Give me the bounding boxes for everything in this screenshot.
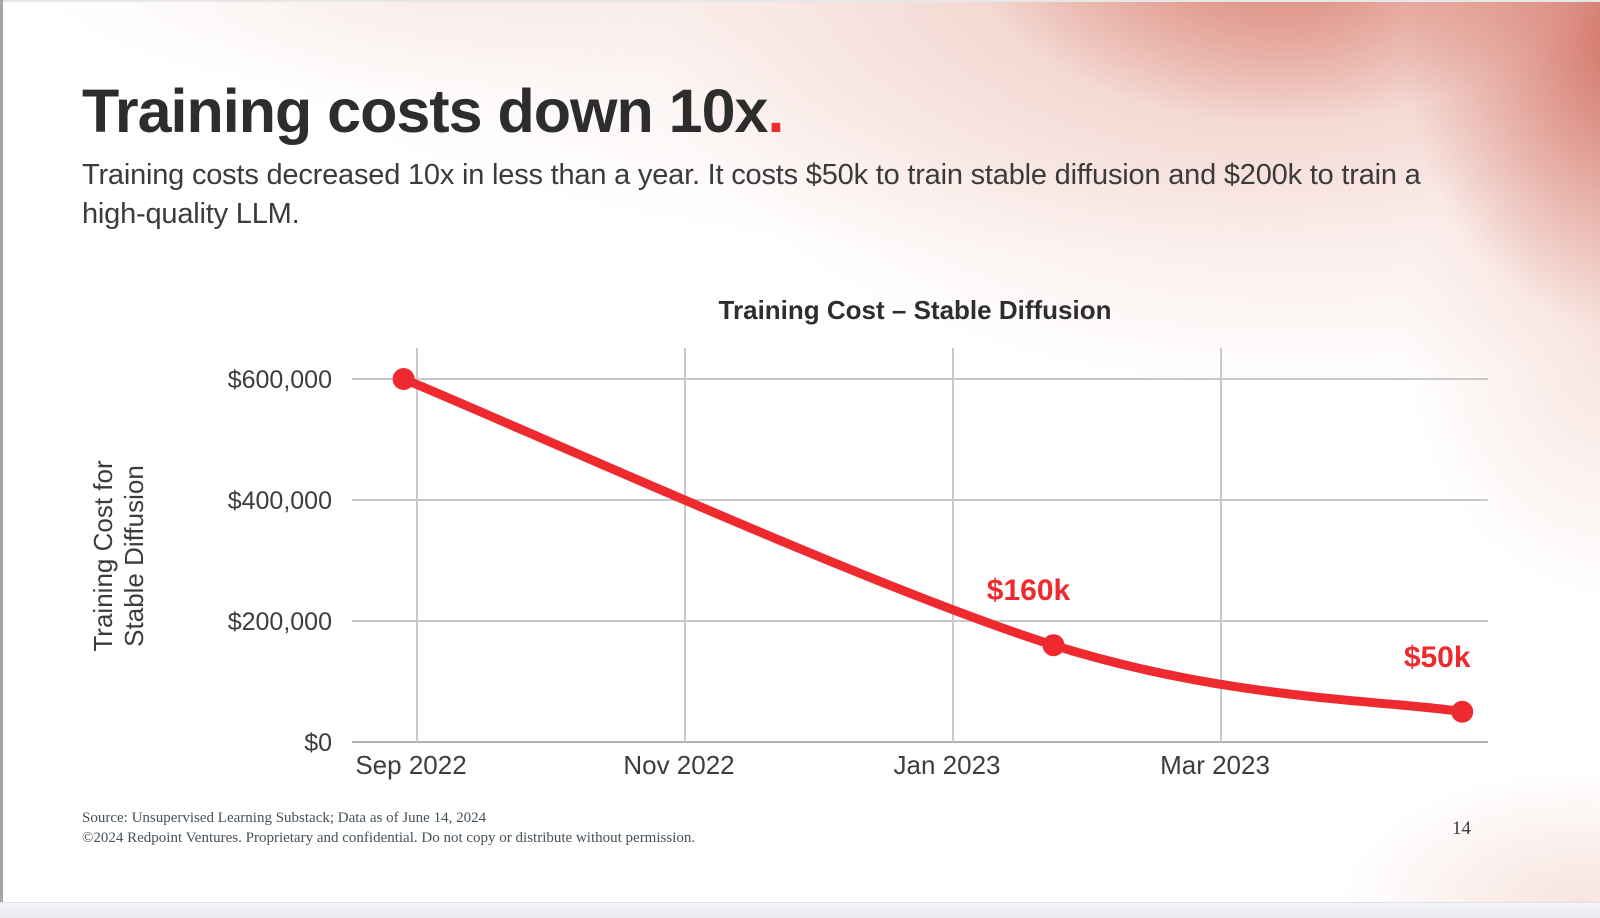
x-tick-label: Nov 2022 xyxy=(623,750,734,780)
y-axis-title: Training Cost for Stable Diffusion xyxy=(88,460,150,651)
footer-source-line: Source: Unsupervised Learning Substack; … xyxy=(82,810,487,826)
y-tick-label: $200,000 xyxy=(228,608,332,636)
data-point-label: $50k xyxy=(1404,641,1471,674)
x-tick-label: Jan 2023 xyxy=(894,750,1001,780)
page-title-text: Training costs down 10x xyxy=(82,77,768,145)
y-tick-label: $0 xyxy=(304,729,332,757)
series-line xyxy=(399,374,1467,717)
data-point xyxy=(1042,634,1065,657)
footer: Source: Unsupervised Learning Substack; … xyxy=(82,808,695,848)
data-point-label: $160k xyxy=(987,574,1071,607)
page-title: Training costs down 10x. xyxy=(82,76,784,146)
slide-left-border xyxy=(0,0,3,903)
y-axis-title-line-2: Stable Diffusion xyxy=(119,465,149,647)
chart-title: Training Cost – Stable Diffusion xyxy=(718,295,1112,325)
viewer-bottom-strip xyxy=(0,902,1600,918)
x-tick-label: Sep 2022 xyxy=(355,750,466,780)
y-tick-label: $400,000 xyxy=(228,487,332,515)
y-tick-label: $600,000 xyxy=(228,366,332,394)
page-number: 14 xyxy=(1452,818,1471,839)
x-tick-label: Mar 2023 xyxy=(1160,750,1270,780)
data-point xyxy=(1451,700,1474,723)
data-point xyxy=(392,368,415,390)
page-subtitle: Training costs decreased 10x in less tha… xyxy=(82,159,1421,230)
y-axis-title-line-1: Training Cost for xyxy=(88,460,118,652)
slide-top-border xyxy=(0,0,1600,2)
page-title-period: . xyxy=(767,77,784,145)
footer-copyright-line: ©2024 Redpoint Ventures. Proprietary and… xyxy=(82,830,696,846)
